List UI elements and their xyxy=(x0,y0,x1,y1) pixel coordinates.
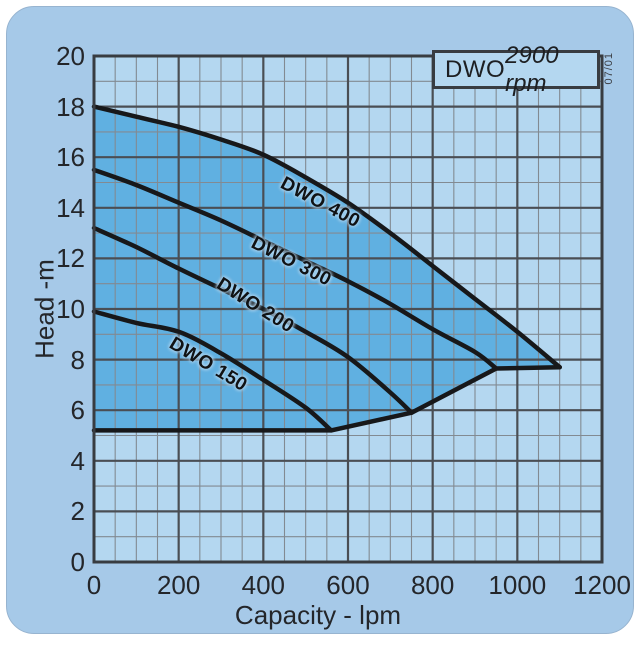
revision-label: 07/01 xyxy=(603,52,615,85)
y-tick-label: 2 xyxy=(70,496,85,527)
x-tick-label: 600 xyxy=(326,570,370,600)
chart-panel: 0 2 4 6 8 10 12 14 16 18 20 0 200 400 600 800 1000 1200 … xyxy=(6,6,634,634)
y-tick-label: 18 xyxy=(56,91,85,122)
curve-dwo-150 xyxy=(91,309,334,433)
pump-curve-chart xyxy=(91,54,604,564)
y-tick-label: 16 xyxy=(56,142,85,173)
y-axis-title: Head -m xyxy=(29,259,60,359)
y-tick-label: 0 xyxy=(70,547,85,577)
x-axis-title: Capacity - lpm xyxy=(234,600,402,630)
y-tick-label: 6 xyxy=(70,395,85,426)
curve-dwo-300 xyxy=(91,167,499,371)
y-tick-label: 20 xyxy=(56,41,85,71)
plot-frame xyxy=(92,54,604,564)
legend-box: DWO 2900 rpm xyxy=(432,42,600,97)
curve-dwo-400 xyxy=(91,104,562,370)
y-tick-label: 12 xyxy=(56,243,85,274)
legend-model-label: DWO xyxy=(445,55,506,83)
x-tick-label: 1000 xyxy=(488,570,547,600)
x-tick-label: 0 xyxy=(86,570,102,600)
y-tick-label: 8 xyxy=(70,344,85,375)
legend-speed-label: 2900 rpm xyxy=(505,41,559,97)
y-tick-label: 10 xyxy=(56,294,85,324)
x-tick-label: 1200 xyxy=(573,570,631,600)
x-tick-label: 200 xyxy=(156,570,201,600)
y-tick-label: 14 xyxy=(56,192,85,223)
x-tick-label: 400 xyxy=(241,570,286,600)
y-tick-label: 4 xyxy=(70,445,85,476)
x-tick-label: 800 xyxy=(410,570,455,600)
curve-dwo-200 xyxy=(91,225,414,415)
